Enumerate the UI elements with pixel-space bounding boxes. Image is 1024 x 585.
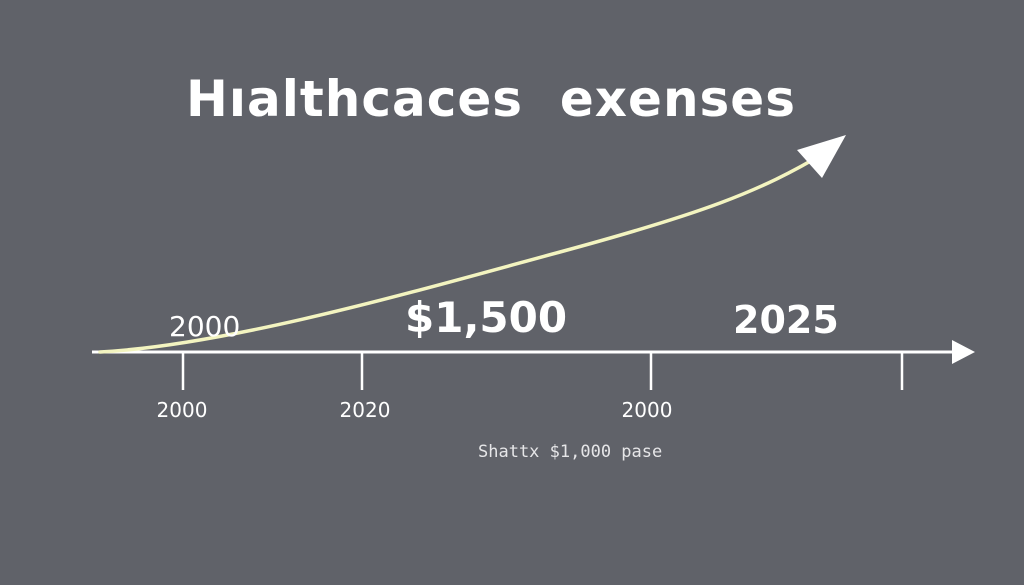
chart-title: Hıalthcaces exenses	[186, 70, 796, 128]
annotation-end-year: 2025	[733, 298, 839, 342]
x-tick-label: 2000	[156, 398, 208, 422]
trend-curve	[98, 150, 828, 354]
x-axis-arrow-icon	[952, 340, 975, 364]
footnote-caption: Shattx $1,000 pase	[478, 442, 663, 462]
x-tick-label: 2000	[621, 398, 673, 422]
annotation-start-year: 2000	[169, 310, 241, 343]
annotation-value: $1,500	[405, 293, 568, 342]
trend-arrow-icon	[797, 135, 846, 178]
x-tick-label: 2020	[339, 398, 391, 422]
